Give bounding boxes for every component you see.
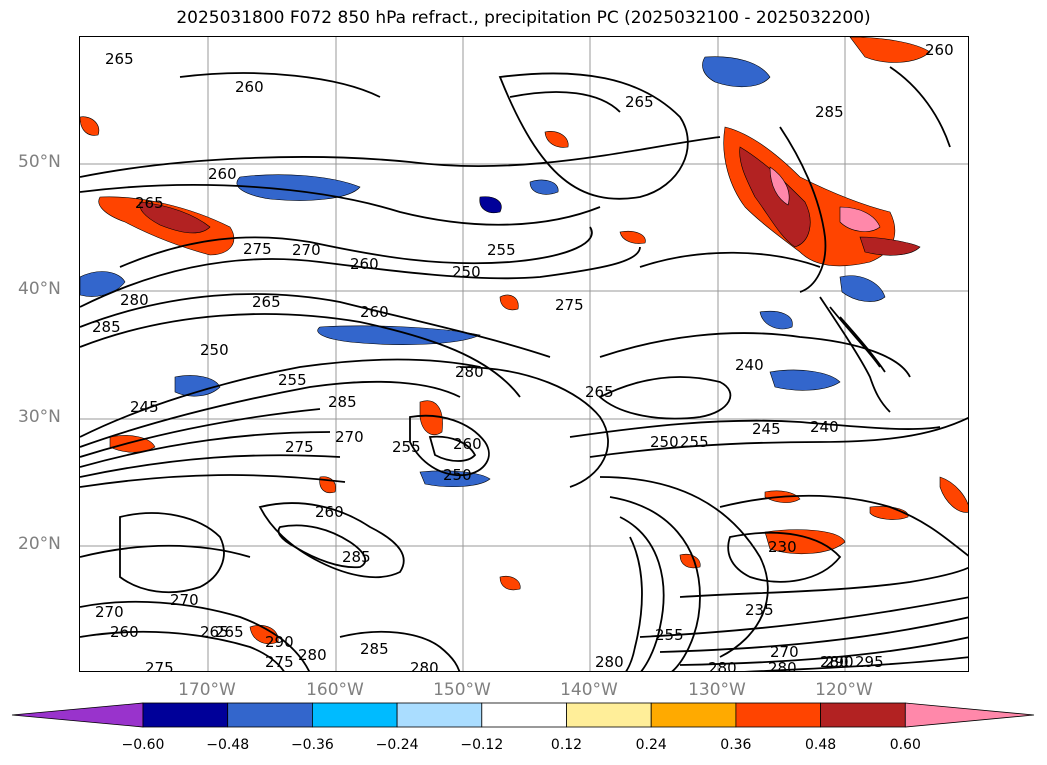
colorbar-segment <box>820 702 906 728</box>
contour-label: 260 <box>925 41 954 59</box>
longitude-label-140w: 140°W <box>560 680 618 700</box>
contour-label: 255 <box>680 433 709 451</box>
colorbar <box>11 702 1035 728</box>
colorbar-segment <box>735 702 822 728</box>
latitude-label-40n: 40°N <box>18 279 61 299</box>
contour-label: 260 <box>360 303 389 321</box>
contour-label: 255 <box>392 438 421 456</box>
contour-label: 260 <box>110 623 139 641</box>
contour-label: 265 <box>200 623 229 641</box>
latitude-label-50n: 50°N <box>18 152 61 172</box>
contour-label: 250 <box>650 433 679 451</box>
contour-label: 265 <box>585 383 614 401</box>
precip-shading <box>80 37 968 645</box>
latitude-label-30n: 30°N <box>18 407 61 427</box>
contour-label: 250 <box>452 263 481 281</box>
contour-label: 270 <box>292 241 321 259</box>
graticule <box>80 37 968 671</box>
contour-label: 280 <box>708 659 737 672</box>
colorbar-segment <box>481 702 567 728</box>
contour-label: 260 <box>350 255 379 273</box>
contour-label: 280 <box>455 363 484 381</box>
colorbar-tick-label: −0.24 <box>375 737 419 753</box>
contour-label: 250 <box>443 466 472 484</box>
contour-labels: 265 260 260 265 265 275 270 260 255 250 … <box>92 41 954 672</box>
colorbar-segment <box>227 702 313 728</box>
contour-label: 285 <box>92 318 121 336</box>
contour-label: 245 <box>752 420 781 438</box>
precip-alaska-negative <box>702 56 771 87</box>
colorbar-tick-label: −0.60 <box>121 737 165 753</box>
colorbar-extend-low <box>11 702 144 728</box>
precip-west-coast-positive <box>723 126 896 267</box>
refractivity-contours <box>80 66 968 671</box>
longitude-label-130w: 130°W <box>688 680 746 700</box>
colorbar-tick-label: 0.24 <box>635 737 667 753</box>
longitude-label-150w: 150°W <box>433 680 491 700</box>
contour-label: 295 <box>855 653 884 671</box>
contour-label: 240 <box>735 356 764 374</box>
map-canvas: 265 260 260 265 265 275 270 260 255 250 … <box>80 37 968 672</box>
contour-label: 280 <box>410 659 439 672</box>
contour-label: 275 <box>145 659 174 672</box>
contour-label: 265 <box>215 623 244 641</box>
colorbar-tick-label: 0.48 <box>805 737 837 753</box>
contour-label: 270 <box>95 603 124 621</box>
contour-label: 230 <box>768 538 797 556</box>
contour-label: 280 <box>820 653 849 671</box>
longitude-label-170w: 170°W <box>178 680 236 700</box>
longitude-label-120w: 120°W <box>815 680 873 700</box>
precip-midpacific-negative-1 <box>236 174 361 201</box>
contour-label: 255 <box>278 371 307 389</box>
contour-label: 265 <box>105 50 134 68</box>
colorbar-segment <box>142 702 229 728</box>
contour-label: 280 <box>298 646 327 664</box>
contour-label: 255 <box>655 626 684 644</box>
contour-label: 275 <box>265 653 294 671</box>
contour-label: 250 <box>200 341 229 359</box>
contour-label: 290 <box>265 633 294 651</box>
contour-label: 260 <box>453 435 482 453</box>
contour-label: 285 <box>328 393 357 411</box>
colorbar-segment <box>566 702 652 728</box>
contour-label: 270 <box>170 591 199 609</box>
colorbar-segment <box>311 702 398 728</box>
colorbar-tick-label: −0.36 <box>290 737 334 753</box>
colorbar-tick-label: 0.60 <box>889 737 921 753</box>
colorbar-tick-label: −0.12 <box>460 737 504 753</box>
contour-label: 275 <box>243 240 272 258</box>
contour-label: 285 <box>342 548 371 566</box>
contour-label: 265 <box>252 293 281 311</box>
contour-label: 280 <box>768 659 797 672</box>
contour-label: 285 <box>815 103 844 121</box>
colorbar-tick-label: −0.48 <box>206 737 250 753</box>
contour-label: 270 <box>335 428 364 446</box>
contour-label: 260 <box>315 503 344 521</box>
colorbar-segment <box>396 702 483 728</box>
map-title: 2025031800 F072 850 hPa refract., precip… <box>176 8 871 28</box>
colorbar-tick-label: 0.12 <box>550 737 583 753</box>
contour-label: 290 <box>825 653 854 671</box>
latitude-label-20n: 20°N <box>18 534 61 554</box>
contour-label: 275 <box>285 438 314 456</box>
contour-label: 280 <box>120 291 149 309</box>
map-plot-area: 265 260 260 265 265 275 270 260 255 250 … <box>79 36 969 672</box>
colorbar-segment <box>650 702 737 728</box>
contour-label: 235 <box>745 601 774 619</box>
contour-label: 270 <box>770 643 799 661</box>
contour-label: 280 <box>595 653 624 671</box>
longitude-label-160w: 160°W <box>306 680 364 700</box>
contour-label: 265 <box>625 93 654 111</box>
contour-label: 275 <box>555 296 584 314</box>
colorbar-tick-label: 0.36 <box>720 737 752 753</box>
contour-label: 260 <box>235 78 264 96</box>
contour-label: 255 <box>487 241 516 259</box>
contour-label: 245 <box>130 398 159 416</box>
contour-label: 265 <box>135 194 164 212</box>
contour-label: 285 <box>360 640 389 658</box>
contour-label: 240 <box>810 418 839 436</box>
colorbar-extend-high <box>904 702 1035 728</box>
contour-label: 260 <box>208 165 237 183</box>
